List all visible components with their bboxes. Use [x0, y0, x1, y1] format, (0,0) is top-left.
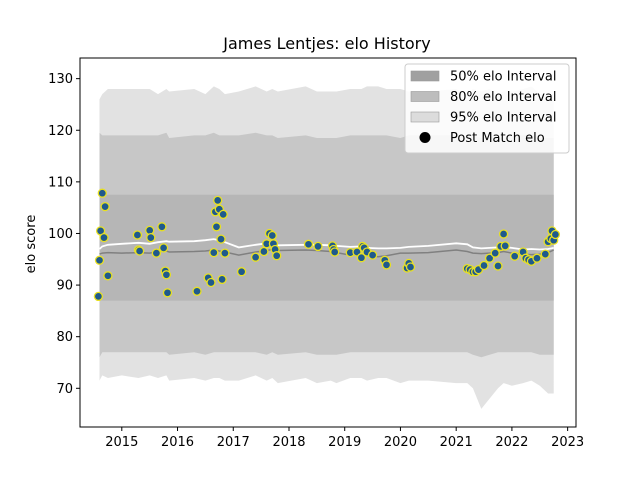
legend-label: 50% elo Interval: [450, 70, 557, 85]
post-match-point: [267, 230, 277, 241]
x-axis: 2015 2016 2017 2018 2019 2020 2021 2022 2023: [105, 427, 584, 450]
post-match-point: [161, 270, 172, 280]
post-match-point: [220, 248, 230, 258]
post-match-point: [272, 251, 282, 261]
post-match-point: [93, 291, 104, 302]
post-match-point: [550, 229, 561, 240]
post-match-point: [217, 274, 227, 285]
plot-frame: [79, 57, 577, 428]
post-match-point: [381, 260, 392, 270]
legend-swatch: [410, 91, 440, 102]
post-match-point: [540, 249, 550, 259]
y-axis-label: elo score: [24, 215, 39, 274]
post-match-point: [132, 230, 143, 240]
post-match-point: [209, 247, 219, 258]
legend-swatch: [410, 70, 440, 82]
post-match-point: [146, 232, 156, 243]
y-tick-label: 110: [48, 175, 73, 190]
y-tick-label: 120: [48, 124, 73, 139]
post-match-point: [510, 251, 520, 261]
post-match-point: [162, 288, 173, 298]
legend-label: 80% elo Interval: [450, 90, 557, 105]
post-match-point: [151, 248, 162, 258]
legend-box: [404, 63, 570, 154]
post-match-point: [313, 241, 323, 252]
post-match-point: [532, 253, 542, 263]
post-match-point: [500, 241, 510, 251]
post-match-point: [192, 286, 202, 296]
x-tick-label: 2018: [272, 435, 305, 450]
legend-label: 95% elo Interval: [450, 111, 557, 126]
post-match-point: [158, 243, 169, 253]
legend-marker: [419, 132, 431, 143]
legend: 50% elo Interval 80% elo Interval 95% elo …: [404, 63, 570, 154]
legend-swatch: [410, 111, 440, 123]
x-tick-label: 2016: [161, 435, 194, 450]
x-tick-label: 2021: [440, 435, 473, 450]
x-tick-label: 2019: [328, 435, 361, 450]
post-match-point: [259, 246, 269, 257]
x-tick-label: 2023: [551, 435, 584, 450]
chart-title: James Lentjes: elo History: [222, 34, 430, 53]
post-match-point: [303, 239, 314, 249]
post-match-point: [216, 234, 226, 244]
post-match-point: [100, 201, 110, 212]
post-match-point: [498, 229, 509, 239]
x-tick-label: 2022: [495, 435, 528, 450]
x-tick-label: 2015: [105, 435, 138, 450]
y-axis: 70 80 90 100 110 120 130: [48, 72, 80, 397]
y-tick-label: 80: [56, 330, 73, 345]
post-match-point: [367, 250, 378, 260]
post-match-point: [218, 209, 228, 220]
y-tick-label: 70: [56, 382, 73, 397]
y-tick-label: 100: [48, 227, 73, 242]
y-tick-label: 130: [48, 72, 73, 87]
post-match-point: [490, 248, 500, 258]
y-tick-label: 90: [56, 279, 73, 294]
x-tick-label: 2020: [384, 435, 417, 450]
post-match-point: [94, 255, 105, 265]
post-match-point: [103, 271, 113, 281]
post-match-point: [97, 188, 107, 198]
post-match-point: [493, 261, 503, 271]
post-match-point: [250, 252, 261, 262]
band-50-interval: [99, 194, 554, 301]
post-match-point: [99, 232, 109, 243]
post-match-point: [236, 267, 247, 277]
post-match-point: [484, 253, 495, 263]
legend-label: Post Match elo: [450, 131, 545, 146]
post-match-point: [134, 246, 145, 256]
post-match-point: [330, 247, 340, 257]
post-match-point: [206, 277, 216, 288]
post-match-point: [479, 260, 489, 271]
post-match-point: [213, 195, 223, 206]
post-match-point: [157, 222, 167, 232]
plot-area: [93, 86, 561, 409]
post-match-point: [405, 262, 416, 272]
x-tick-label: 2017: [217, 435, 250, 450]
post-match-point: [211, 222, 222, 232]
post-match-point: [356, 253, 367, 263]
